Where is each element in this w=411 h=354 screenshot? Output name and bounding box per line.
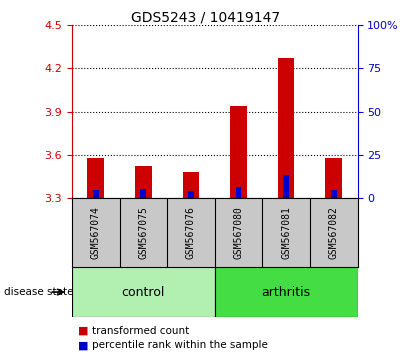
Bar xyxy=(236,187,241,198)
Bar xyxy=(331,190,337,198)
Bar xyxy=(326,159,342,198)
Bar xyxy=(278,58,295,198)
Text: GSM567075: GSM567075 xyxy=(139,206,148,259)
Text: GSM567081: GSM567081 xyxy=(281,206,291,259)
Text: transformed count: transformed count xyxy=(92,326,190,336)
Text: percentile rank within the sample: percentile rank within the sample xyxy=(92,340,268,350)
Bar xyxy=(182,172,199,198)
Bar xyxy=(72,267,215,317)
Text: GSM567074: GSM567074 xyxy=(91,206,101,259)
Text: GSM567076: GSM567076 xyxy=(186,206,196,259)
Text: ■: ■ xyxy=(78,326,89,336)
Text: control: control xyxy=(122,286,165,298)
Bar xyxy=(215,267,358,317)
Text: ■: ■ xyxy=(78,340,89,350)
Bar xyxy=(93,190,99,198)
Text: disease state: disease state xyxy=(4,287,74,297)
Bar xyxy=(141,189,146,198)
Text: GDS5243 / 10419147: GDS5243 / 10419147 xyxy=(131,11,280,25)
Bar xyxy=(230,107,247,198)
Text: arthritis: arthritis xyxy=(261,286,311,298)
Text: GSM567080: GSM567080 xyxy=(233,206,244,259)
Bar xyxy=(188,191,194,198)
Text: GSM567082: GSM567082 xyxy=(329,206,339,259)
Bar xyxy=(88,159,104,198)
Bar xyxy=(135,166,152,198)
Bar xyxy=(283,175,289,198)
